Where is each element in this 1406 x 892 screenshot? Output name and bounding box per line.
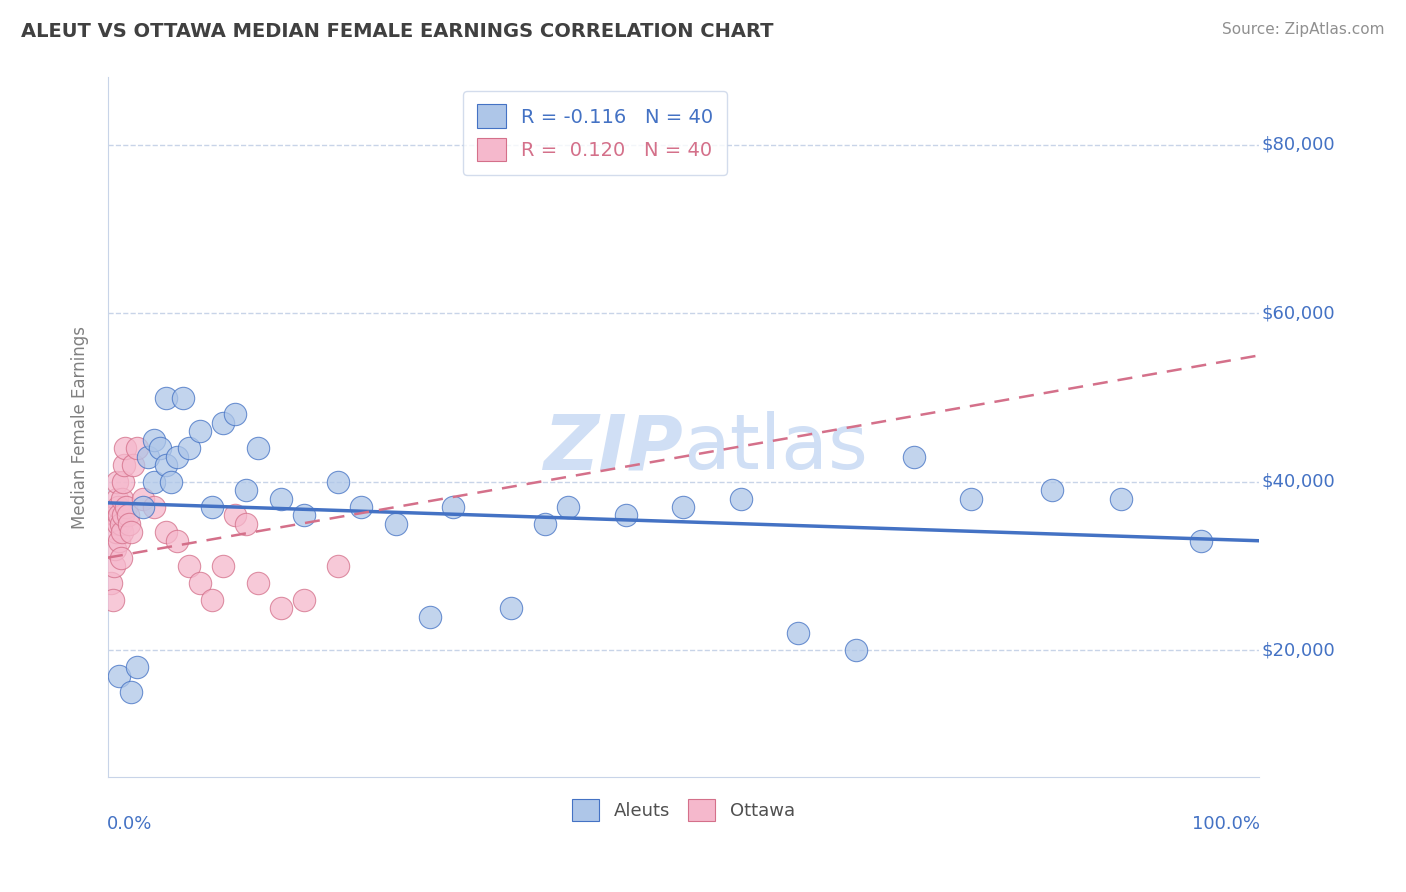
Text: $60,000: $60,000 <box>1261 304 1334 322</box>
Point <box>172 391 194 405</box>
Point <box>1040 483 1063 498</box>
Point <box>246 441 269 455</box>
Point <box>292 592 315 607</box>
Point <box>246 575 269 590</box>
Point <box>111 525 134 540</box>
Point <box>224 408 246 422</box>
Point <box>118 516 141 531</box>
Point <box>200 592 222 607</box>
Point <box>960 491 983 506</box>
Point <box>166 533 188 548</box>
Point <box>149 441 172 455</box>
Point <box>235 483 257 498</box>
Point <box>115 500 138 514</box>
Point <box>125 660 148 674</box>
Point <box>270 601 292 615</box>
Point <box>105 525 128 540</box>
Text: $20,000: $20,000 <box>1261 641 1334 659</box>
Point <box>107 500 129 514</box>
Point <box>120 685 142 699</box>
Point <box>110 550 132 565</box>
Point <box>845 643 868 657</box>
Point <box>384 516 406 531</box>
Point <box>270 491 292 506</box>
Point <box>143 475 166 489</box>
Point <box>120 525 142 540</box>
Point <box>122 458 145 472</box>
Point <box>557 500 579 514</box>
Point <box>224 508 246 523</box>
Point <box>105 475 128 489</box>
Point <box>117 508 139 523</box>
Text: 100.0%: 100.0% <box>1192 815 1260 833</box>
Point <box>103 559 125 574</box>
Point <box>114 441 136 455</box>
Point <box>672 500 695 514</box>
Text: ALEUT VS OTTAWA MEDIAN FEMALE EARNINGS CORRELATION CHART: ALEUT VS OTTAWA MEDIAN FEMALE EARNINGS C… <box>21 22 773 41</box>
Point <box>131 491 153 506</box>
Point <box>108 533 131 548</box>
Text: atlas: atlas <box>683 411 869 485</box>
Point <box>143 433 166 447</box>
Point <box>160 475 183 489</box>
Point <box>101 592 124 607</box>
Point <box>177 441 200 455</box>
Point <box>136 450 159 464</box>
Point <box>111 508 134 523</box>
Text: ZIP: ZIP <box>544 411 683 485</box>
Point <box>108 508 131 523</box>
Point <box>903 450 925 464</box>
Point <box>614 508 637 523</box>
Point <box>155 525 177 540</box>
Point <box>328 475 350 489</box>
Point <box>212 416 235 430</box>
Point <box>787 626 810 640</box>
Point <box>131 500 153 514</box>
Point <box>534 516 557 531</box>
Point <box>143 500 166 514</box>
Point <box>350 500 373 514</box>
Point <box>166 450 188 464</box>
Point <box>499 601 522 615</box>
Text: $80,000: $80,000 <box>1261 136 1334 153</box>
Point <box>212 559 235 574</box>
Point <box>1189 533 1212 548</box>
Point <box>200 500 222 514</box>
Point <box>110 516 132 531</box>
Text: $40,000: $40,000 <box>1261 473 1334 491</box>
Point <box>188 575 211 590</box>
Point <box>104 542 127 557</box>
Point <box>441 500 464 514</box>
Point <box>292 508 315 523</box>
Point <box>155 458 177 472</box>
Point <box>111 491 134 506</box>
Point <box>1109 491 1132 506</box>
Point <box>155 391 177 405</box>
Point <box>107 516 129 531</box>
Point <box>112 458 135 472</box>
Point <box>105 491 128 506</box>
Text: 0.0%: 0.0% <box>107 815 152 833</box>
Point <box>188 424 211 438</box>
Point <box>730 491 752 506</box>
Point <box>328 559 350 574</box>
Point <box>105 508 128 523</box>
Point <box>235 516 257 531</box>
Point <box>108 668 131 682</box>
Point <box>419 609 441 624</box>
Point <box>125 441 148 455</box>
Text: Source: ZipAtlas.com: Source: ZipAtlas.com <box>1222 22 1385 37</box>
Y-axis label: Median Female Earnings: Median Female Earnings <box>72 326 89 529</box>
Point <box>177 559 200 574</box>
Point <box>111 475 134 489</box>
Point <box>100 575 122 590</box>
Legend: Aleuts, Ottawa: Aleuts, Ottawa <box>562 790 804 830</box>
